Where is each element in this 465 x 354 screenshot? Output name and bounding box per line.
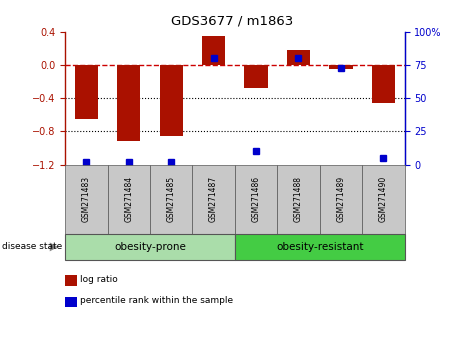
Text: GSM271490: GSM271490 <box>379 176 388 222</box>
Bar <box>65 275 77 286</box>
Text: GSM271484: GSM271484 <box>124 176 133 222</box>
Text: GSM271488: GSM271488 <box>294 176 303 222</box>
Bar <box>65 297 77 307</box>
Text: disease state: disease state <box>2 242 63 251</box>
Bar <box>245 65 268 88</box>
Text: GSM271487: GSM271487 <box>209 176 218 222</box>
Text: percentile rank within the sample: percentile rank within the sample <box>80 296 233 306</box>
Bar <box>75 65 98 119</box>
Text: obesity-resistant: obesity-resistant <box>276 242 364 252</box>
Bar <box>117 65 140 141</box>
Text: GDS3677 / m1863: GDS3677 / m1863 <box>172 14 293 27</box>
Text: GSM271486: GSM271486 <box>252 176 260 222</box>
Bar <box>202 36 225 65</box>
Text: obesity-prone: obesity-prone <box>114 242 186 252</box>
Polygon shape <box>50 242 58 251</box>
Text: log ratio: log ratio <box>80 275 118 284</box>
Text: GSM271489: GSM271489 <box>336 176 345 222</box>
Bar <box>372 65 395 103</box>
Bar <box>287 50 310 65</box>
Text: GSM271483: GSM271483 <box>82 176 91 222</box>
Text: GSM271485: GSM271485 <box>166 176 176 222</box>
Bar <box>159 65 183 136</box>
Bar <box>329 65 352 69</box>
